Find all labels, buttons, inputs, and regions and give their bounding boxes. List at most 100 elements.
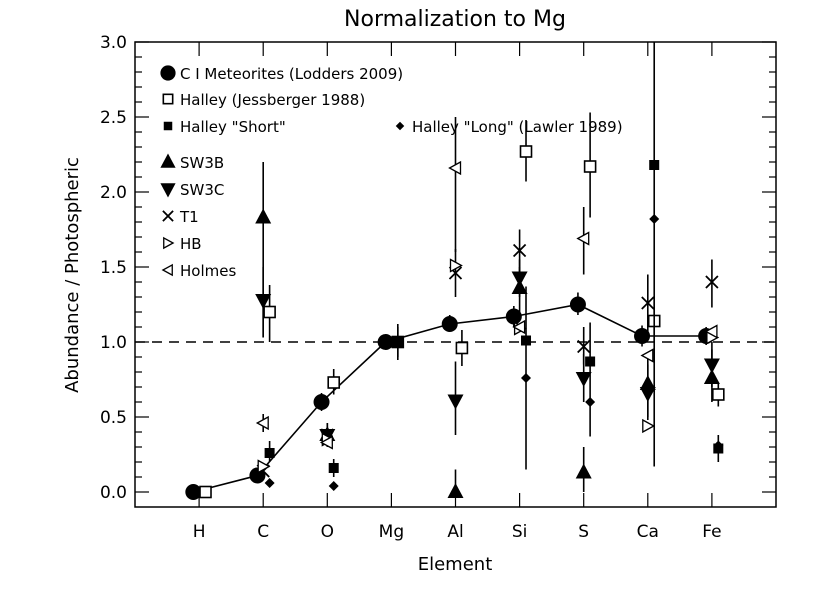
series-sw3c — [255, 259, 720, 447]
marker-triangle-left — [640, 348, 654, 363]
marker-triangle-right — [449, 258, 463, 273]
y-tick-label: 2.0 — [100, 183, 127, 203]
marker-filled-diamond — [328, 481, 339, 491]
x-tick-label: Si — [512, 522, 528, 542]
marker-triangle-left — [161, 263, 173, 277]
x-tick-label: H — [193, 522, 206, 542]
chart-title: Normalization to Mg — [344, 7, 566, 32]
legend-label: Holmes — [180, 262, 236, 280]
legend-label: SW3C — [180, 181, 224, 199]
x-tick-label: Fe — [702, 522, 721, 542]
x-tick-label: Ca — [637, 522, 659, 542]
marker-x — [577, 339, 591, 354]
marker-triangle-down — [255, 294, 272, 309]
legend-item: Halley "Short" — [163, 118, 286, 136]
marker-open-square — [199, 485, 212, 499]
marker-triangle-up — [160, 153, 176, 168]
legend-item: HB — [163, 235, 202, 253]
marker-filled-circle — [634, 328, 651, 344]
legend-item: Halley (Jessberger 1988) — [162, 91, 365, 109]
y-tick-label: 3.0 — [100, 33, 127, 53]
marker-filled-square — [328, 463, 339, 473]
marker-triangle-right — [257, 459, 271, 474]
marker-triangle-up — [447, 483, 464, 498]
marker-filled-diamond — [264, 478, 275, 488]
marker-filled-circle — [377, 334, 394, 350]
y-tick-label: 1.5 — [100, 258, 127, 278]
x-axis-label: Element — [418, 554, 493, 575]
legend-item: SW3B — [160, 153, 224, 172]
x-tick-label: C — [257, 522, 269, 542]
marker-filled-circle — [160, 65, 176, 81]
axes: 0.0 0.5 1.0 1.5 2.0 2.5 3.0 H C O Mg Al Si S Ca Fe — [100, 33, 777, 542]
marker-filled-diamond — [713, 440, 724, 451]
marker-triangle-up — [255, 208, 272, 224]
marker-x — [162, 210, 174, 222]
marker-filled-circle — [313, 394, 330, 410]
marker-x — [641, 296, 655, 310]
x-tick-label: Mg — [379, 522, 404, 542]
marker-open-square — [327, 376, 341, 389]
x-tick-label: Al — [447, 522, 463, 542]
marker-filled-diamond — [521, 373, 532, 383]
marker-filled-diamond — [649, 214, 660, 224]
marker-open-square — [712, 388, 725, 401]
series-sw3b — [255, 162, 720, 498]
marker-triangle-right — [642, 418, 656, 434]
marker-triangle-left — [512, 319, 526, 335]
y-tick-label: 0.5 — [100, 408, 127, 428]
marker-filled-square — [392, 337, 403, 347]
legend-item: C I Meteorites (Lodders 2009) — [160, 65, 403, 83]
marker-filled-circle — [505, 308, 522, 325]
marker-triangle-down — [639, 387, 656, 402]
marker-filled-circle — [441, 316, 458, 332]
marker-triangle-left — [448, 160, 462, 176]
marker-triangle-left — [319, 435, 333, 450]
marker-x — [512, 243, 527, 258]
marker-open-square — [455, 341, 469, 355]
marker-filled-square — [649, 160, 660, 170]
y-axis-label: Abundance / Photospheric — [62, 157, 83, 393]
legend-label: Halley "Long" (Lawler 1989) — [412, 118, 623, 136]
marker-triangle-down — [575, 372, 592, 387]
marker-filled-square — [585, 356, 596, 367]
marker-triangle-down — [447, 394, 464, 410]
x-tick-label: S — [578, 522, 589, 542]
data-marks — [185, 42, 725, 500]
marker-filled-square — [264, 448, 275, 458]
marker-triangle-right — [163, 236, 175, 250]
x-tick-label: O — [321, 522, 334, 542]
legend-label: T1 — [179, 208, 199, 226]
marker-filled-circle — [185, 484, 202, 500]
marker-triangle-left — [576, 231, 590, 246]
y-tick-label: 2.5 — [100, 108, 127, 128]
marker-triangle-up — [575, 463, 592, 479]
legend-item: Holmes — [161, 262, 236, 280]
marker-filled-diamond — [395, 121, 405, 131]
y-tick-label: 0.0 — [100, 483, 127, 503]
marker-x — [705, 275, 719, 289]
marker-open-square — [162, 93, 174, 105]
legend-label: HB — [180, 235, 202, 253]
marker-triangle-down — [703, 358, 720, 374]
marker-triangle-left — [255, 415, 269, 431]
series-halley-long- — [264, 214, 724, 491]
legend-label: Halley "Short" — [180, 118, 286, 136]
marker-filled-square — [521, 335, 532, 346]
marker-open-square — [519, 145, 533, 158]
marker-open-square — [583, 160, 597, 173]
y-tick-label: 1.0 — [100, 333, 127, 353]
legend-item: T1 — [162, 208, 199, 226]
series-holmes — [255, 117, 718, 450]
legend-item: SW3C — [160, 181, 224, 199]
legend-item: Halley "Long" (Lawler 1989) — [395, 118, 623, 136]
legend-label: Halley (Jessberger 1988) — [180, 91, 365, 109]
marker-filled-square — [163, 121, 173, 131]
marker-triangle-down — [511, 271, 528, 287]
marker-triangle-down — [160, 183, 176, 198]
series-c-i-meteorites-lodders-2009- — [185, 292, 715, 500]
legend: C I Meteorites (Lodders 2009) Halley (Jes… — [160, 65, 623, 280]
legend-label: C I Meteorites (Lodders 2009) — [180, 65, 403, 83]
marker-filled-circle — [569, 296, 586, 313]
